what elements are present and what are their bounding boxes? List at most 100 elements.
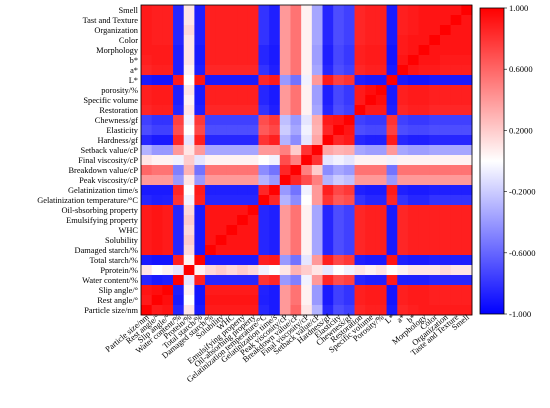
y-tick-label: Pprotein/% bbox=[100, 266, 138, 275]
heatmap-cell bbox=[290, 105, 302, 116]
y-tick-label: Chewness/gf bbox=[95, 116, 138, 125]
heatmap-cell bbox=[258, 165, 270, 176]
heatmap-cell bbox=[269, 245, 281, 256]
heatmap-cell bbox=[354, 185, 366, 196]
heatmap-cell bbox=[439, 275, 452, 286]
heatmap-cell bbox=[343, 165, 355, 176]
heatmap-cell bbox=[183, 145, 195, 156]
heatmap-cell bbox=[322, 215, 334, 226]
heatmap-cell bbox=[375, 95, 387, 106]
y-tick-label: porosity/% bbox=[101, 86, 138, 95]
heatmap-cell bbox=[173, 15, 185, 26]
heatmap-cell bbox=[354, 175, 366, 186]
heatmap-cell bbox=[279, 205, 291, 216]
heatmap-cell bbox=[450, 45, 462, 56]
heatmap-cell bbox=[215, 175, 227, 186]
heatmap-cell bbox=[439, 105, 452, 116]
heatmap-cell bbox=[226, 295, 238, 306]
heatmap-cell bbox=[343, 5, 355, 16]
heatmap-cell bbox=[418, 205, 430, 216]
heatmap-cell bbox=[439, 55, 452, 66]
heatmap-cell bbox=[205, 185, 217, 196]
heatmap-cell bbox=[407, 95, 420, 106]
heatmap-cell bbox=[343, 265, 355, 276]
heatmap-cell bbox=[237, 85, 249, 96]
heatmap-cell bbox=[151, 285, 163, 296]
plot-frame bbox=[140, 4, 473, 316]
heatmap-cell bbox=[397, 175, 409, 186]
heatmap-cell bbox=[429, 85, 441, 96]
heatmap-cell bbox=[311, 115, 323, 126]
heatmap-cell bbox=[258, 45, 270, 56]
heatmap-cell bbox=[226, 5, 238, 16]
heatmap-cell bbox=[386, 125, 398, 136]
heatmap-cell bbox=[151, 235, 163, 246]
heatmap-cell bbox=[375, 65, 387, 76]
heatmap-cell bbox=[237, 275, 249, 286]
heatmap-cell bbox=[258, 95, 270, 106]
y-tick-label: Emulsifying property bbox=[66, 216, 139, 225]
heatmap-cell bbox=[183, 65, 195, 76]
heatmap-cell bbox=[226, 275, 238, 286]
heatmap-cell bbox=[386, 215, 398, 226]
heatmap-cell bbox=[407, 235, 420, 246]
heatmap-cell bbox=[311, 195, 323, 206]
heatmap-cell bbox=[375, 225, 387, 236]
heatmap-cell bbox=[429, 245, 441, 256]
heatmap-cell bbox=[173, 125, 185, 136]
heatmap-cell bbox=[151, 185, 163, 196]
heatmap-cell bbox=[407, 205, 420, 216]
heatmap-cell bbox=[386, 275, 398, 286]
heatmap-cell bbox=[237, 175, 249, 186]
heatmap-cell bbox=[269, 75, 281, 86]
heatmap-cell bbox=[429, 65, 441, 76]
heatmap-cell bbox=[311, 165, 323, 176]
heatmap-cell bbox=[205, 105, 217, 116]
heatmap-cell bbox=[461, 155, 473, 166]
heatmap-cell bbox=[439, 235, 452, 246]
heatmap-cell bbox=[194, 225, 206, 236]
heatmap-cell bbox=[407, 125, 420, 136]
heatmap-cell bbox=[215, 35, 227, 46]
heatmap-cell bbox=[311, 295, 323, 306]
heatmap-cell bbox=[183, 195, 195, 206]
heatmap-cell bbox=[258, 225, 270, 236]
heatmap-cell bbox=[354, 265, 366, 276]
heatmap-cell bbox=[439, 165, 452, 176]
heatmap-cell bbox=[375, 15, 387, 26]
heatmap-cell bbox=[333, 115, 345, 126]
heatmap-cell bbox=[333, 275, 345, 286]
heatmap-cell bbox=[173, 255, 185, 266]
heatmap-cell bbox=[269, 285, 281, 296]
heatmap-cell bbox=[269, 185, 281, 196]
heatmap-cell bbox=[322, 15, 334, 26]
heatmap-cell bbox=[365, 185, 377, 196]
heatmap-cell bbox=[247, 295, 259, 306]
heatmap-cell bbox=[151, 295, 163, 306]
heatmap-cell bbox=[290, 115, 302, 126]
heatmap-cell bbox=[279, 25, 291, 36]
heatmap-cell bbox=[162, 135, 174, 146]
heatmap-cell bbox=[375, 185, 387, 196]
heatmap-cell bbox=[247, 75, 259, 86]
heatmap-cell bbox=[418, 255, 430, 266]
heatmap-cell bbox=[450, 255, 462, 266]
heatmap-cell bbox=[322, 175, 334, 186]
heatmap-cell bbox=[365, 215, 377, 226]
heatmap-cell bbox=[333, 255, 345, 266]
heatmap-cell bbox=[194, 265, 206, 276]
heatmap-cell bbox=[429, 35, 441, 46]
heatmap-cell bbox=[226, 115, 238, 126]
heatmap-cell bbox=[461, 55, 473, 66]
heatmap-cell bbox=[247, 205, 259, 216]
heatmap-cell bbox=[247, 105, 259, 116]
heatmap-cell bbox=[162, 245, 174, 256]
heatmap-cell bbox=[183, 295, 195, 306]
heatmap-cell bbox=[290, 185, 302, 196]
heatmap-cell bbox=[301, 45, 313, 56]
heatmap-cell bbox=[397, 275, 409, 286]
heatmap-cell bbox=[183, 275, 195, 286]
heatmap-cell bbox=[269, 125, 281, 136]
heatmap-cell bbox=[461, 185, 473, 196]
heatmap-cell bbox=[194, 155, 206, 166]
